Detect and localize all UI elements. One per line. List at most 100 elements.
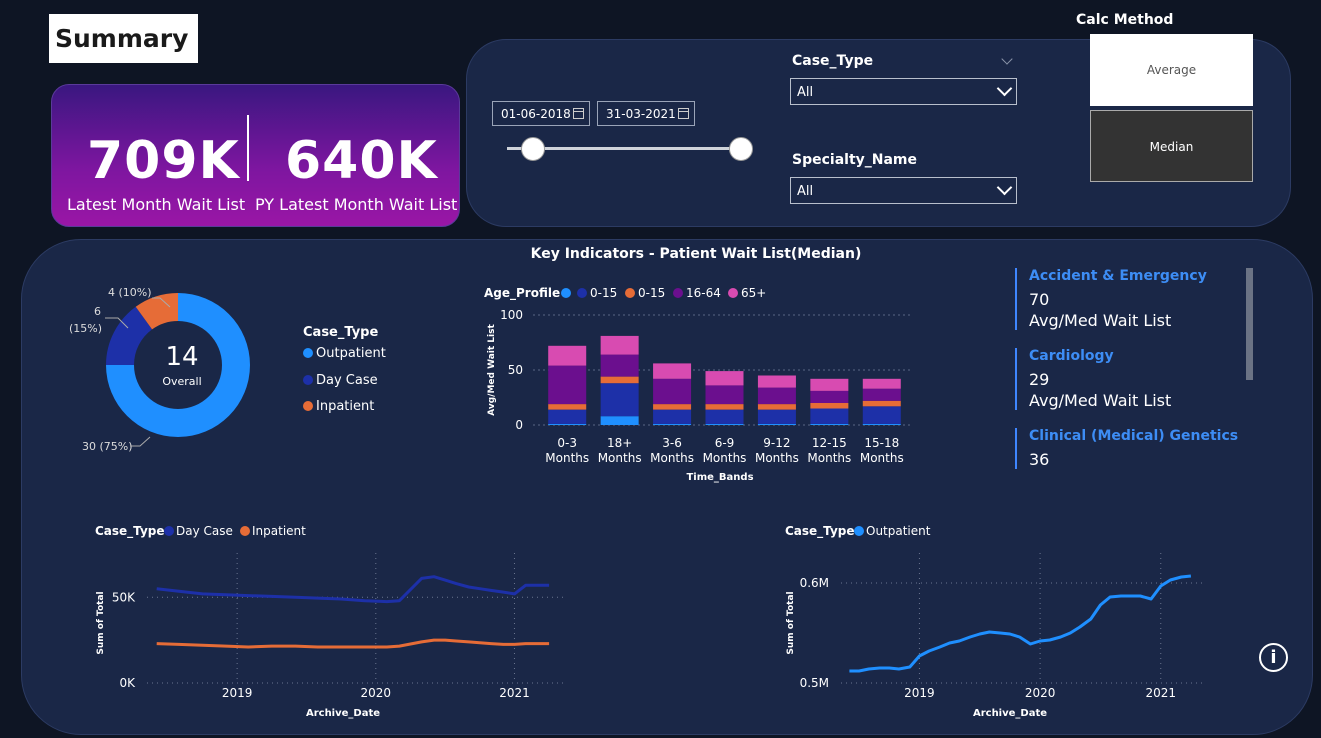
chevron-down-icon [996, 179, 1013, 196]
bar-segment [705, 423, 744, 425]
bar-y-axis-label: Avg/Med Wait List [487, 324, 497, 416]
bar-x-tick: Months [703, 451, 747, 465]
legend-inpatient[interactable]: Inpatient [303, 399, 374, 414]
line-x-tick: 2020 [1025, 686, 1056, 700]
donut-slice-outpatient [106, 293, 250, 437]
bar-segment [548, 345, 587, 366]
line-legend-title: Case_Type [95, 524, 165, 539]
bar-legend-label: 0-15 [638, 286, 665, 300]
bar-x-tick: 9-12 [763, 436, 790, 450]
end-date-input[interactable]: 31-03-2021 [597, 101, 695, 126]
latest-month-value: 709K [87, 131, 240, 191]
indicator-card[interactable]: Clinical (Medical) Genetics 36 [1015, 428, 1245, 469]
bar-segment [705, 371, 744, 386]
end-date-value: 31-03-2021 [606, 107, 676, 121]
bar-segment [600, 416, 639, 425]
donut-label-day-case-pct: (15%) [69, 322, 102, 335]
bar-segment [705, 409, 744, 424]
indicator-value: 70 [1029, 290, 1050, 309]
calendar-icon[interactable] [573, 108, 584, 119]
calc-method-title: Calc Method [1076, 12, 1174, 28]
donut-label-day-case: 6 [94, 305, 101, 318]
indicator-card[interactable]: Cardiology 29 Avg/Med Wait List [1015, 348, 1245, 410]
line-series-outpatient [849, 574, 1192, 673]
line-y-axis-label: Sum of Total [786, 591, 796, 654]
specialty-dropdown[interactable]: All [790, 177, 1017, 204]
bar-segment [757, 387, 796, 405]
bar-segment [810, 378, 849, 391]
bar-legend-label: 0-15 [590, 286, 617, 300]
key-indicators-title: Key Indicators - Patient Wait List(Media… [530, 246, 862, 262]
median-button[interactable]: Median [1090, 110, 1253, 182]
bar-x-tick: 15-18 [864, 436, 899, 450]
bar-segment [548, 409, 587, 424]
bar-y-tick: 0 [515, 418, 523, 432]
age-profile-bar-chart: Age_Profile 0-15 0-15 16-64 65+ 0 50 100Avg/Med… [484, 286, 910, 483]
bar-segment [548, 404, 587, 410]
slider-start-handle[interactable] [521, 137, 545, 161]
bar-segment [653, 409, 692, 424]
py-latest-month-value: 640K [285, 131, 438, 191]
legend-day-case[interactable]: Day Case [303, 373, 378, 388]
bar-legend-dot [561, 288, 571, 298]
bar-legend-title: Age_Profile [484, 286, 560, 301]
legend-dot [303, 348, 313, 358]
line-legend-label: Inpatient [252, 524, 306, 538]
bar-segment [653, 378, 692, 405]
indicator-label: Avg/Med Wait List [1029, 391, 1172, 410]
donut-slice-day-case [106, 306, 153, 365]
start-date-input[interactable]: 01-06-2018 [492, 101, 590, 126]
indicator-card-list: Accident & Emergency 70 Avg/Med Wait Lis… [1015, 268, 1245, 487]
line-series-day-case [156, 575, 550, 604]
start-date-value: 01-06-2018 [501, 107, 571, 121]
line-legend-dot [854, 526, 864, 536]
slider-end-handle[interactable] [729, 137, 753, 161]
card-list-scrollbar[interactable] [1246, 268, 1253, 380]
line-x-tick: 2021 [1145, 686, 1176, 700]
specialty-filter-label: Specialty_Name [792, 152, 918, 168]
date-range-slider[interactable] [507, 147, 741, 150]
case-type-selected: All [797, 85, 814, 100]
average-button[interactable]: Average [1090, 34, 1253, 106]
bar-segment [705, 385, 744, 405]
case-type-dropdown[interactable]: All [790, 78, 1017, 105]
legend-outpatient[interactable]: Outpatient [303, 346, 386, 361]
bar-segment [653, 363, 692, 379]
bar-segment [653, 423, 692, 425]
line-y-tick: 0K [119, 676, 136, 690]
bar-segment [810, 408, 849, 424]
indicator-value: 29 [1029, 370, 1050, 389]
donut-label-outpatient: 30 (75%) [82, 440, 133, 453]
legend-label: Inpatient [316, 399, 375, 414]
calendar-icon[interactable] [678, 108, 689, 119]
indicator-card[interactable]: Accident & Emergency 70 Avg/Med Wait Lis… [1015, 268, 1245, 330]
bar-x-axis-label: Time_Bands [686, 472, 753, 483]
line-x-axis-label: Archive_Date [306, 708, 380, 719]
bar-segment [548, 365, 587, 405]
line-legend-title: Case_Type [785, 524, 855, 539]
specialty-selected: All [797, 184, 814, 199]
indicator-name: Cardiology [1029, 348, 1114, 364]
case-type-donut: 14 Overall 30 (75%) 6 (15%) 4 (10%) [69, 286, 250, 453]
line-x-tick: 2019 [904, 686, 935, 700]
bar-segment [757, 404, 796, 410]
line-legend-label: Day Case [176, 524, 233, 538]
bar-x-tick: Months [755, 451, 799, 465]
bar-segment [757, 409, 796, 424]
bar-legend-dot [577, 288, 587, 298]
donut-slice-inpatient [135, 293, 178, 330]
legend-dot [303, 375, 313, 385]
donut-legend-title: Case_Type [303, 325, 379, 340]
info-icon[interactable]: i [1259, 643, 1288, 672]
line-legend-label: Outpatient [866, 524, 931, 538]
main-panel [21, 239, 1313, 735]
donut-label-inpatient: 4 (10%) [108, 286, 152, 299]
line-legend-dot [164, 526, 174, 536]
indicator-label: Avg/Med Wait List [1029, 311, 1172, 330]
indicator-name: Accident & Emergency [1029, 268, 1207, 284]
legend-dot [303, 401, 313, 411]
bar-x-tick: Months [860, 451, 904, 465]
bar-y-tick: 50 [508, 363, 523, 377]
outpatient-line-chart: Case_Type Outpatient 0.5M 0.6M 2019 2020 2021 S… [785, 524, 1203, 719]
bar-segment [600, 335, 639, 355]
